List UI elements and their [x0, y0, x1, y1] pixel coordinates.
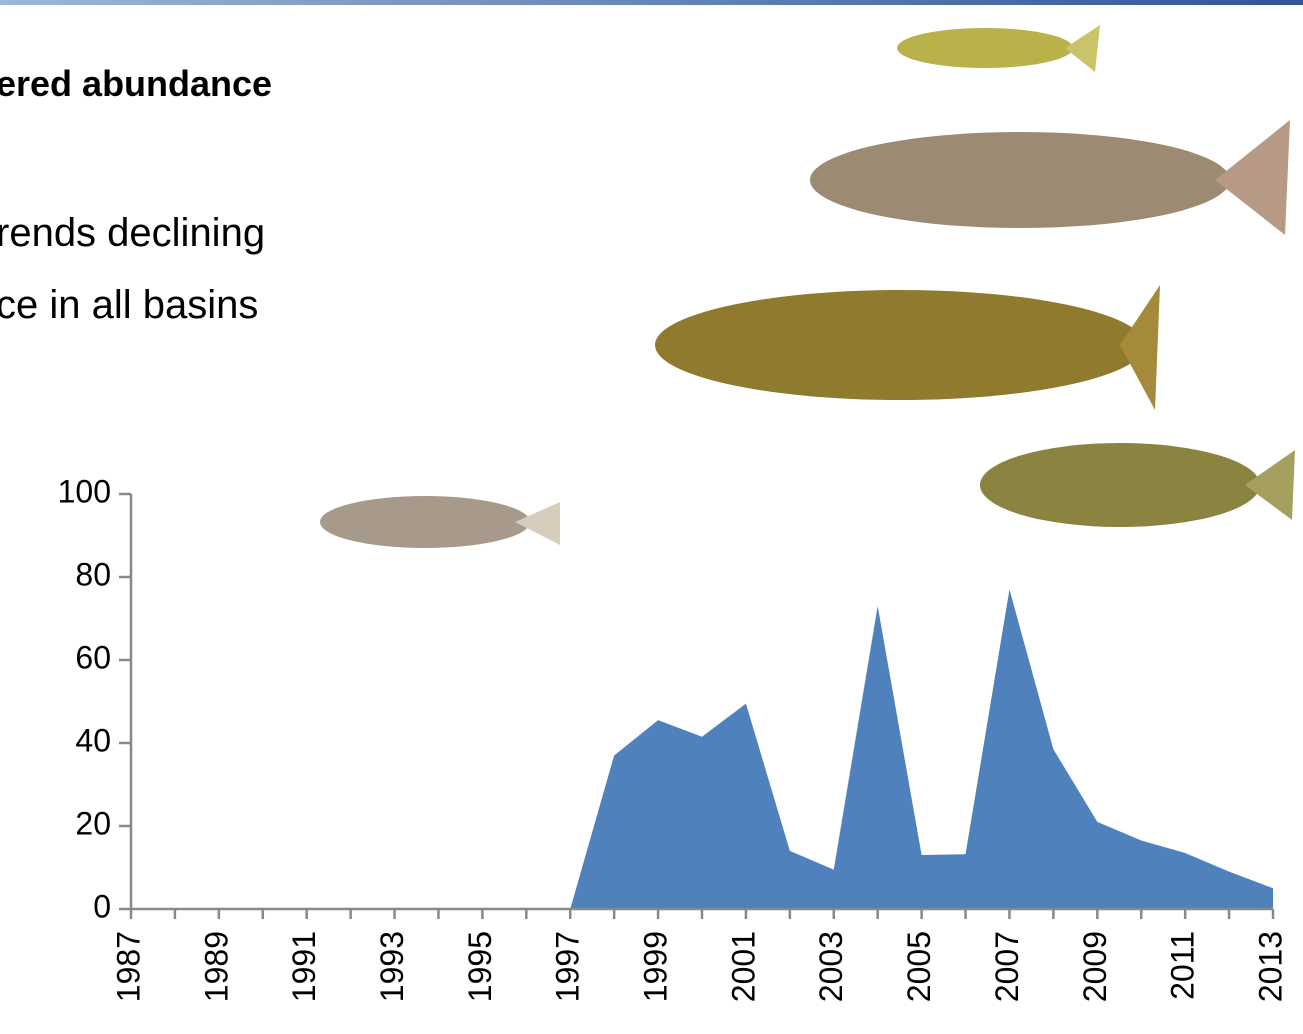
x-tick-label: 2011: [1165, 931, 1201, 1000]
area: [131, 589, 1273, 909]
x-tick-label: 1987: [110, 931, 146, 1002]
x-tick-label: 2003: [813, 931, 849, 1002]
fish-perch: [897, 25, 1100, 72]
bullet-text: rends declining: [0, 211, 265, 255]
x-tick-label: 1991: [286, 931, 322, 1002]
y-tick-label: 60: [75, 639, 111, 675]
bullet-text: ce in all basins: [0, 283, 258, 327]
x-tick-label: 2009: [1077, 931, 1113, 1002]
fish-bass: [980, 443, 1295, 527]
fish-trout: [810, 120, 1290, 235]
fish-goby: [320, 496, 560, 548]
x-tick-label: 2007: [989, 931, 1025, 1002]
x-tick-label: 2005: [901, 931, 937, 1002]
x-tick-label: 2001: [725, 931, 761, 1002]
fish-walleye: [655, 285, 1160, 410]
y-tick-label: 0: [93, 888, 111, 924]
x-tick-label: 1997: [550, 931, 586, 1002]
y-tick-label: 80: [75, 556, 111, 592]
x-tick-label: 1999: [638, 931, 674, 1002]
x-tick-label: 1989: [198, 931, 234, 1002]
top-bar: [0, 0, 1303, 5]
y-tick-label: 100: [58, 473, 111, 509]
heading: ered abundance: [0, 63, 272, 104]
y-tick-label: 20: [75, 805, 111, 841]
x-tick-label: 1995: [462, 931, 498, 1002]
chart: 0 20 40 60 80 100 1987 1989 1991 1993 1995 1997 1999…: [58, 473, 1289, 1002]
x-tick-label: 1993: [374, 931, 410, 1002]
y-tick-label: 40: [75, 722, 111, 758]
x-tick-label: 2013: [1252, 931, 1288, 1002]
